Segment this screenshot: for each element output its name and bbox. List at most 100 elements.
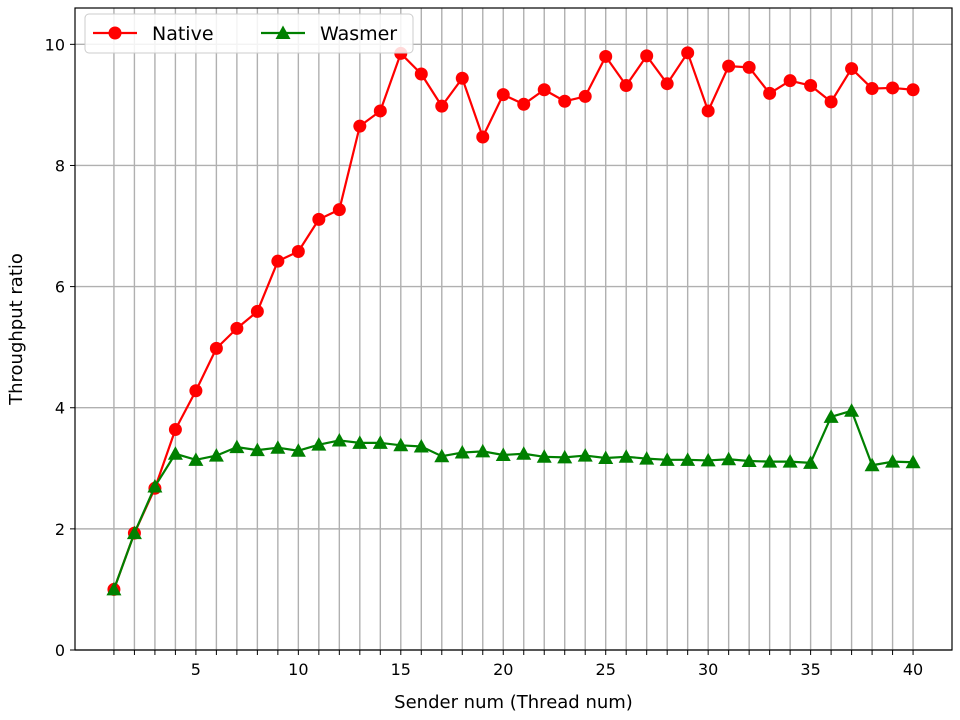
x-tick-label: 20 (493, 660, 513, 679)
native-point (804, 79, 818, 93)
native-point (660, 77, 674, 91)
wasmer-point (680, 452, 696, 466)
wasmer-point (516, 446, 532, 460)
legend-box (84, 13, 414, 54)
y-tick-label: 8 (55, 156, 65, 175)
x-tick-label: 25 (596, 660, 616, 679)
native-point (824, 95, 838, 109)
native-point (558, 94, 572, 108)
wasmer-point (803, 455, 819, 469)
grid-lines (75, 8, 952, 651)
native-point (537, 83, 551, 97)
series-wasmer (106, 403, 921, 596)
native-point (722, 59, 736, 73)
native-point (455, 71, 469, 85)
native-point (906, 83, 920, 97)
wasmer-point (885, 454, 901, 468)
legend: Native Wasmer (84, 13, 414, 54)
native-point (291, 244, 305, 258)
native-point (578, 89, 592, 103)
wasmer-point (639, 451, 655, 465)
y-axis-label: Throughput ratio (6, 253, 27, 406)
wasmer-point (270, 440, 286, 454)
wasmer-point (823, 409, 839, 423)
x-tick-label: 10 (288, 660, 308, 679)
plot-frame (74, 7, 953, 651)
native-point (701, 104, 715, 118)
wasmer-point (721, 451, 737, 466)
wasmer-point (782, 454, 798, 468)
native-point (640, 49, 654, 63)
native-point (373, 104, 387, 118)
native-point (312, 212, 326, 226)
wasmer-point (659, 452, 675, 466)
wasmer-point (598, 450, 614, 465)
axes: 5 10 15 20 25 30 35 40 0 2 4 6 8 10 (45, 35, 924, 679)
wasmer-line (112, 409, 914, 590)
wasmer-point (393, 437, 409, 452)
x-tick-label: 35 (800, 660, 820, 679)
x-axis-label: Sender num (Thread num) (394, 692, 633, 713)
native-point (742, 60, 756, 74)
native-point (783, 74, 797, 88)
legend-wasmer-marker (275, 25, 291, 39)
native-point (681, 46, 695, 60)
native-point (353, 119, 367, 133)
native-point (619, 79, 633, 93)
native-point (271, 254, 285, 268)
native-point (845, 62, 859, 76)
y-tick-label: 10 (45, 35, 65, 54)
legend-wasmer-label: Wasmer (320, 23, 397, 45)
y-tick-label: 2 (55, 520, 65, 539)
x-tick-label: 5 (191, 660, 201, 679)
wasmer-point (413, 438, 429, 453)
native-point (414, 67, 428, 81)
y-tick-label: 6 (55, 278, 65, 297)
x-tick-label: 30 (698, 660, 718, 679)
wasmer-point (577, 448, 593, 462)
wasmer-point (905, 454, 921, 469)
wasmer-point (618, 449, 634, 463)
wasmer-point (844, 403, 860, 417)
y-tick-label: 0 (55, 641, 65, 660)
wasmer-point (311, 437, 327, 451)
wasmer-point (147, 478, 163, 493)
native-point (189, 384, 203, 398)
wasmer-point (372, 435, 388, 449)
wasmer-point (208, 448, 224, 462)
native-line (112, 51, 914, 590)
native-point (763, 86, 777, 100)
wasmer-point (331, 432, 347, 447)
native-point (168, 423, 182, 437)
native-point (332, 203, 346, 217)
wasmer-point (741, 453, 757, 468)
x-tick-label: 15 (391, 660, 411, 679)
series-layer (106, 46, 921, 596)
native-point (517, 97, 531, 111)
wasmer-point (188, 452, 204, 466)
wasmer-point (352, 435, 368, 449)
native-point (476, 130, 490, 144)
native-point (209, 341, 223, 355)
wasmer-point (249, 442, 265, 457)
wasmer-point (864, 457, 880, 472)
wasmer-point (700, 452, 716, 467)
wasmer-point (536, 449, 552, 463)
native-point (435, 99, 449, 113)
legend-native-label: Native (152, 23, 214, 45)
wasmer-point (126, 525, 142, 540)
native-point (496, 88, 510, 102)
wasmer-point (434, 448, 450, 463)
legend-native-marker (108, 26, 122, 40)
wasmer-point (454, 445, 470, 459)
native-point (886, 81, 900, 95)
native-point (865, 82, 879, 96)
wasmer-point (290, 443, 306, 457)
native-point (250, 304, 264, 318)
native-point (599, 49, 613, 63)
wasmer-point (167, 446, 183, 460)
wasmer-point (762, 454, 778, 468)
native-point (230, 321, 244, 335)
